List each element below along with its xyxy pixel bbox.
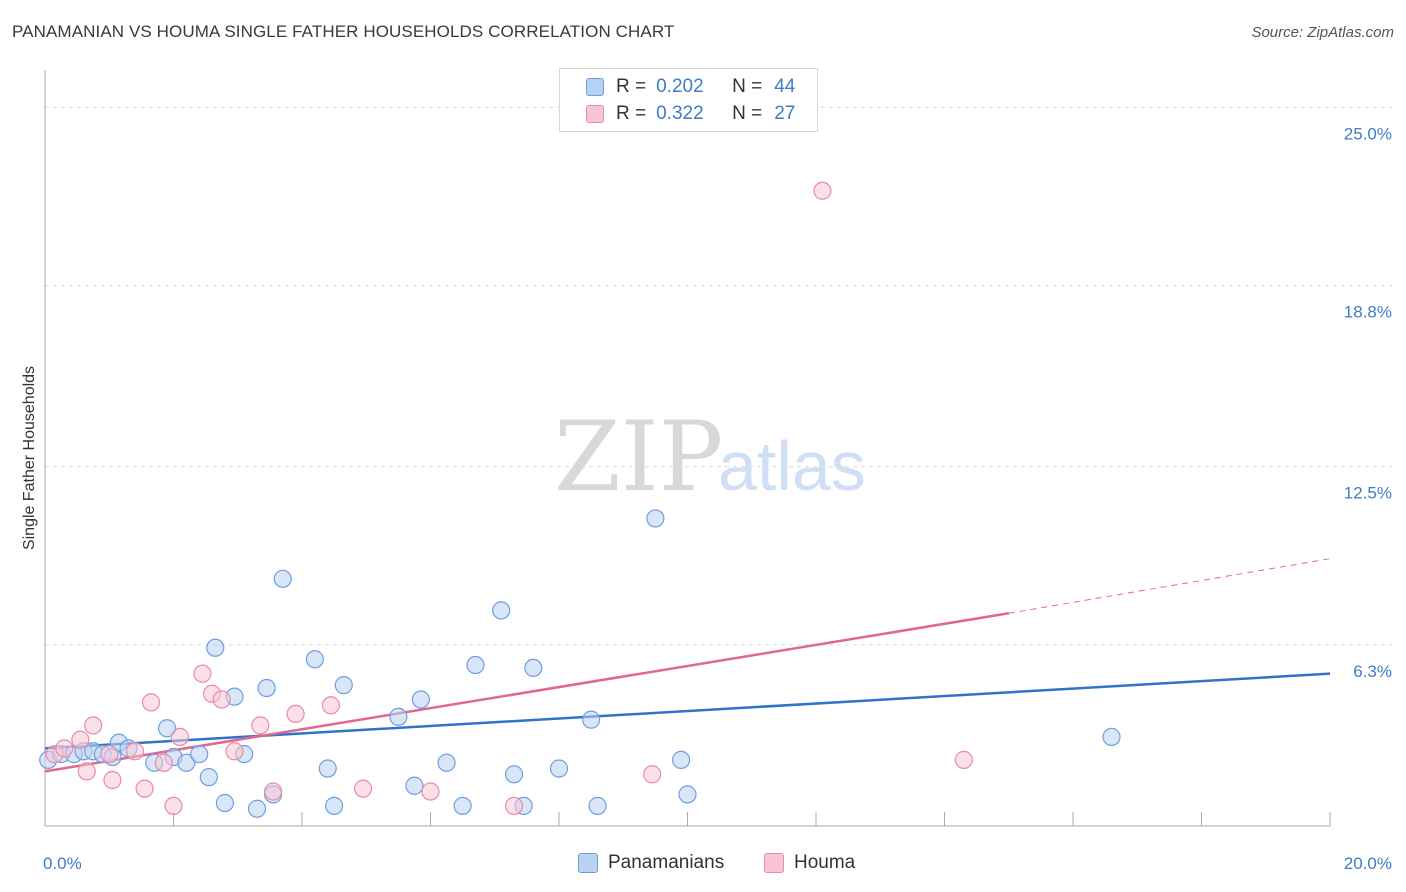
legend-r-value: 0.322 [656, 103, 704, 124]
legend-r-value: 0.202 [656, 76, 704, 97]
legend-swatch-pink [764, 853, 784, 873]
point-houma [251, 716, 270, 735]
correlation-legend: R = 0.202 N = 44 R = 0.322 N = 27 [559, 68, 818, 132]
point-panamanians [199, 768, 218, 787]
point-panamanians [305, 650, 324, 669]
legend-n-label: N = [732, 76, 763, 97]
legend-row-panamanians: R = 0.202 N = 44 [586, 75, 795, 99]
y-tick-label: 6.3% [1353, 662, 1392, 681]
point-panamanians [325, 796, 344, 815]
legend-swatch-blue [586, 78, 604, 96]
point-panamanians [215, 793, 234, 813]
x-tick-label: 0.0% [43, 854, 82, 873]
point-houma [321, 696, 341, 715]
series-legend: Panamanians Houma [0, 852, 1406, 876]
source-label: Source: ZipAtlas.com [1251, 24, 1394, 41]
point-houma [84, 716, 103, 735]
point-houma [193, 664, 212, 683]
point-houma [154, 753, 173, 772]
y-tick-label: 12.5% [1344, 484, 1392, 503]
legend-swatch-pink [586, 105, 604, 123]
point-houma [225, 742, 244, 761]
data-points [39, 181, 1121, 818]
point-panamanians [389, 707, 408, 726]
legend-n-value: 27 [774, 103, 796, 124]
legend-r-label: R = [616, 103, 647, 124]
point-houma [100, 745, 119, 764]
trend-line-houma-extension [1008, 558, 1331, 614]
point-houma [954, 750, 973, 769]
point-houma [813, 181, 832, 200]
point-houma [71, 730, 90, 749]
point-panamanians [504, 765, 524, 784]
point-panamanians [257, 678, 276, 698]
watermark: ZIP atlas [554, 401, 866, 513]
point-houma [170, 727, 190, 746]
point-panamanians [646, 509, 665, 528]
legend-label-houma: Houma [794, 852, 856, 873]
point-panamanians [247, 799, 267, 818]
point-houma [286, 704, 305, 723]
point-panamanians [524, 658, 543, 678]
point-panamanians [190, 745, 209, 764]
point-panamanians [549, 759, 569, 778]
point-panamanians [582, 710, 601, 729]
point-houma [77, 762, 96, 781]
axes [44, 70, 1331, 827]
trend-line-houma [44, 612, 1009, 773]
legend-label-panamanians: Panamanians [608, 852, 725, 873]
legend-item-houma: Houma [764, 852, 855, 874]
point-panamanians [678, 785, 697, 804]
point-houma [103, 770, 122, 790]
legend-r-label: R = [616, 76, 647, 97]
point-panamanians [157, 719, 177, 738]
point-panamanians [334, 676, 353, 695]
y-tick-label: 18.8% [1344, 303, 1392, 322]
point-panamanians [318, 759, 337, 778]
point-houma [55, 739, 74, 758]
watermark-atlas: atlas [718, 427, 866, 505]
legend-n-value: 44 [774, 76, 796, 97]
trend-lines [44, 558, 1331, 773]
point-panamanians [671, 750, 691, 769]
point-panamanians [177, 753, 196, 772]
legend-swatch-blue [578, 853, 598, 873]
point-houma [263, 782, 283, 801]
tick-labels: 6.3% 12.5% 18.8% 25.0% 0.0% 20.0% [43, 124, 1392, 873]
point-houma [353, 779, 373, 798]
legend-row-houma: R = 0.322 N = 27 [586, 102, 795, 126]
legend-item-panamanians: Panamanians [578, 852, 724, 874]
point-panamanians [405, 776, 424, 795]
legend-n-label: N = [732, 103, 763, 124]
point-panamanians [1102, 727, 1121, 746]
point-houma [421, 782, 440, 801]
point-houma [164, 796, 183, 815]
y-tick-label: 25.0% [1344, 124, 1392, 143]
watermark-zip: ZIP [554, 401, 723, 513]
point-panamanians [492, 601, 511, 620]
point-houma [212, 690, 231, 709]
point-panamanians [411, 690, 430, 709]
point-panamanians [588, 796, 607, 815]
grid-lines [45, 106, 1392, 646]
point-panamanians [453, 796, 472, 815]
point-panamanians [206, 638, 225, 657]
point-houma [125, 742, 145, 761]
point-panamanians [466, 655, 485, 675]
chart-title: PANAMANIAN VS HOUMA SINGLE FATHER HOUSEH… [12, 22, 675, 41]
x-tick-label: 20.0% [1344, 854, 1392, 873]
y-axis-label: Single Father Households [21, 366, 38, 550]
point-houma [643, 765, 662, 784]
trend-line-panamanians [44, 672, 1331, 750]
point-houma [141, 693, 161, 712]
point-houma [504, 796, 524, 815]
point-panamanians [437, 753, 456, 772]
point-houma [135, 779, 154, 798]
point-panamanians [273, 569, 292, 588]
